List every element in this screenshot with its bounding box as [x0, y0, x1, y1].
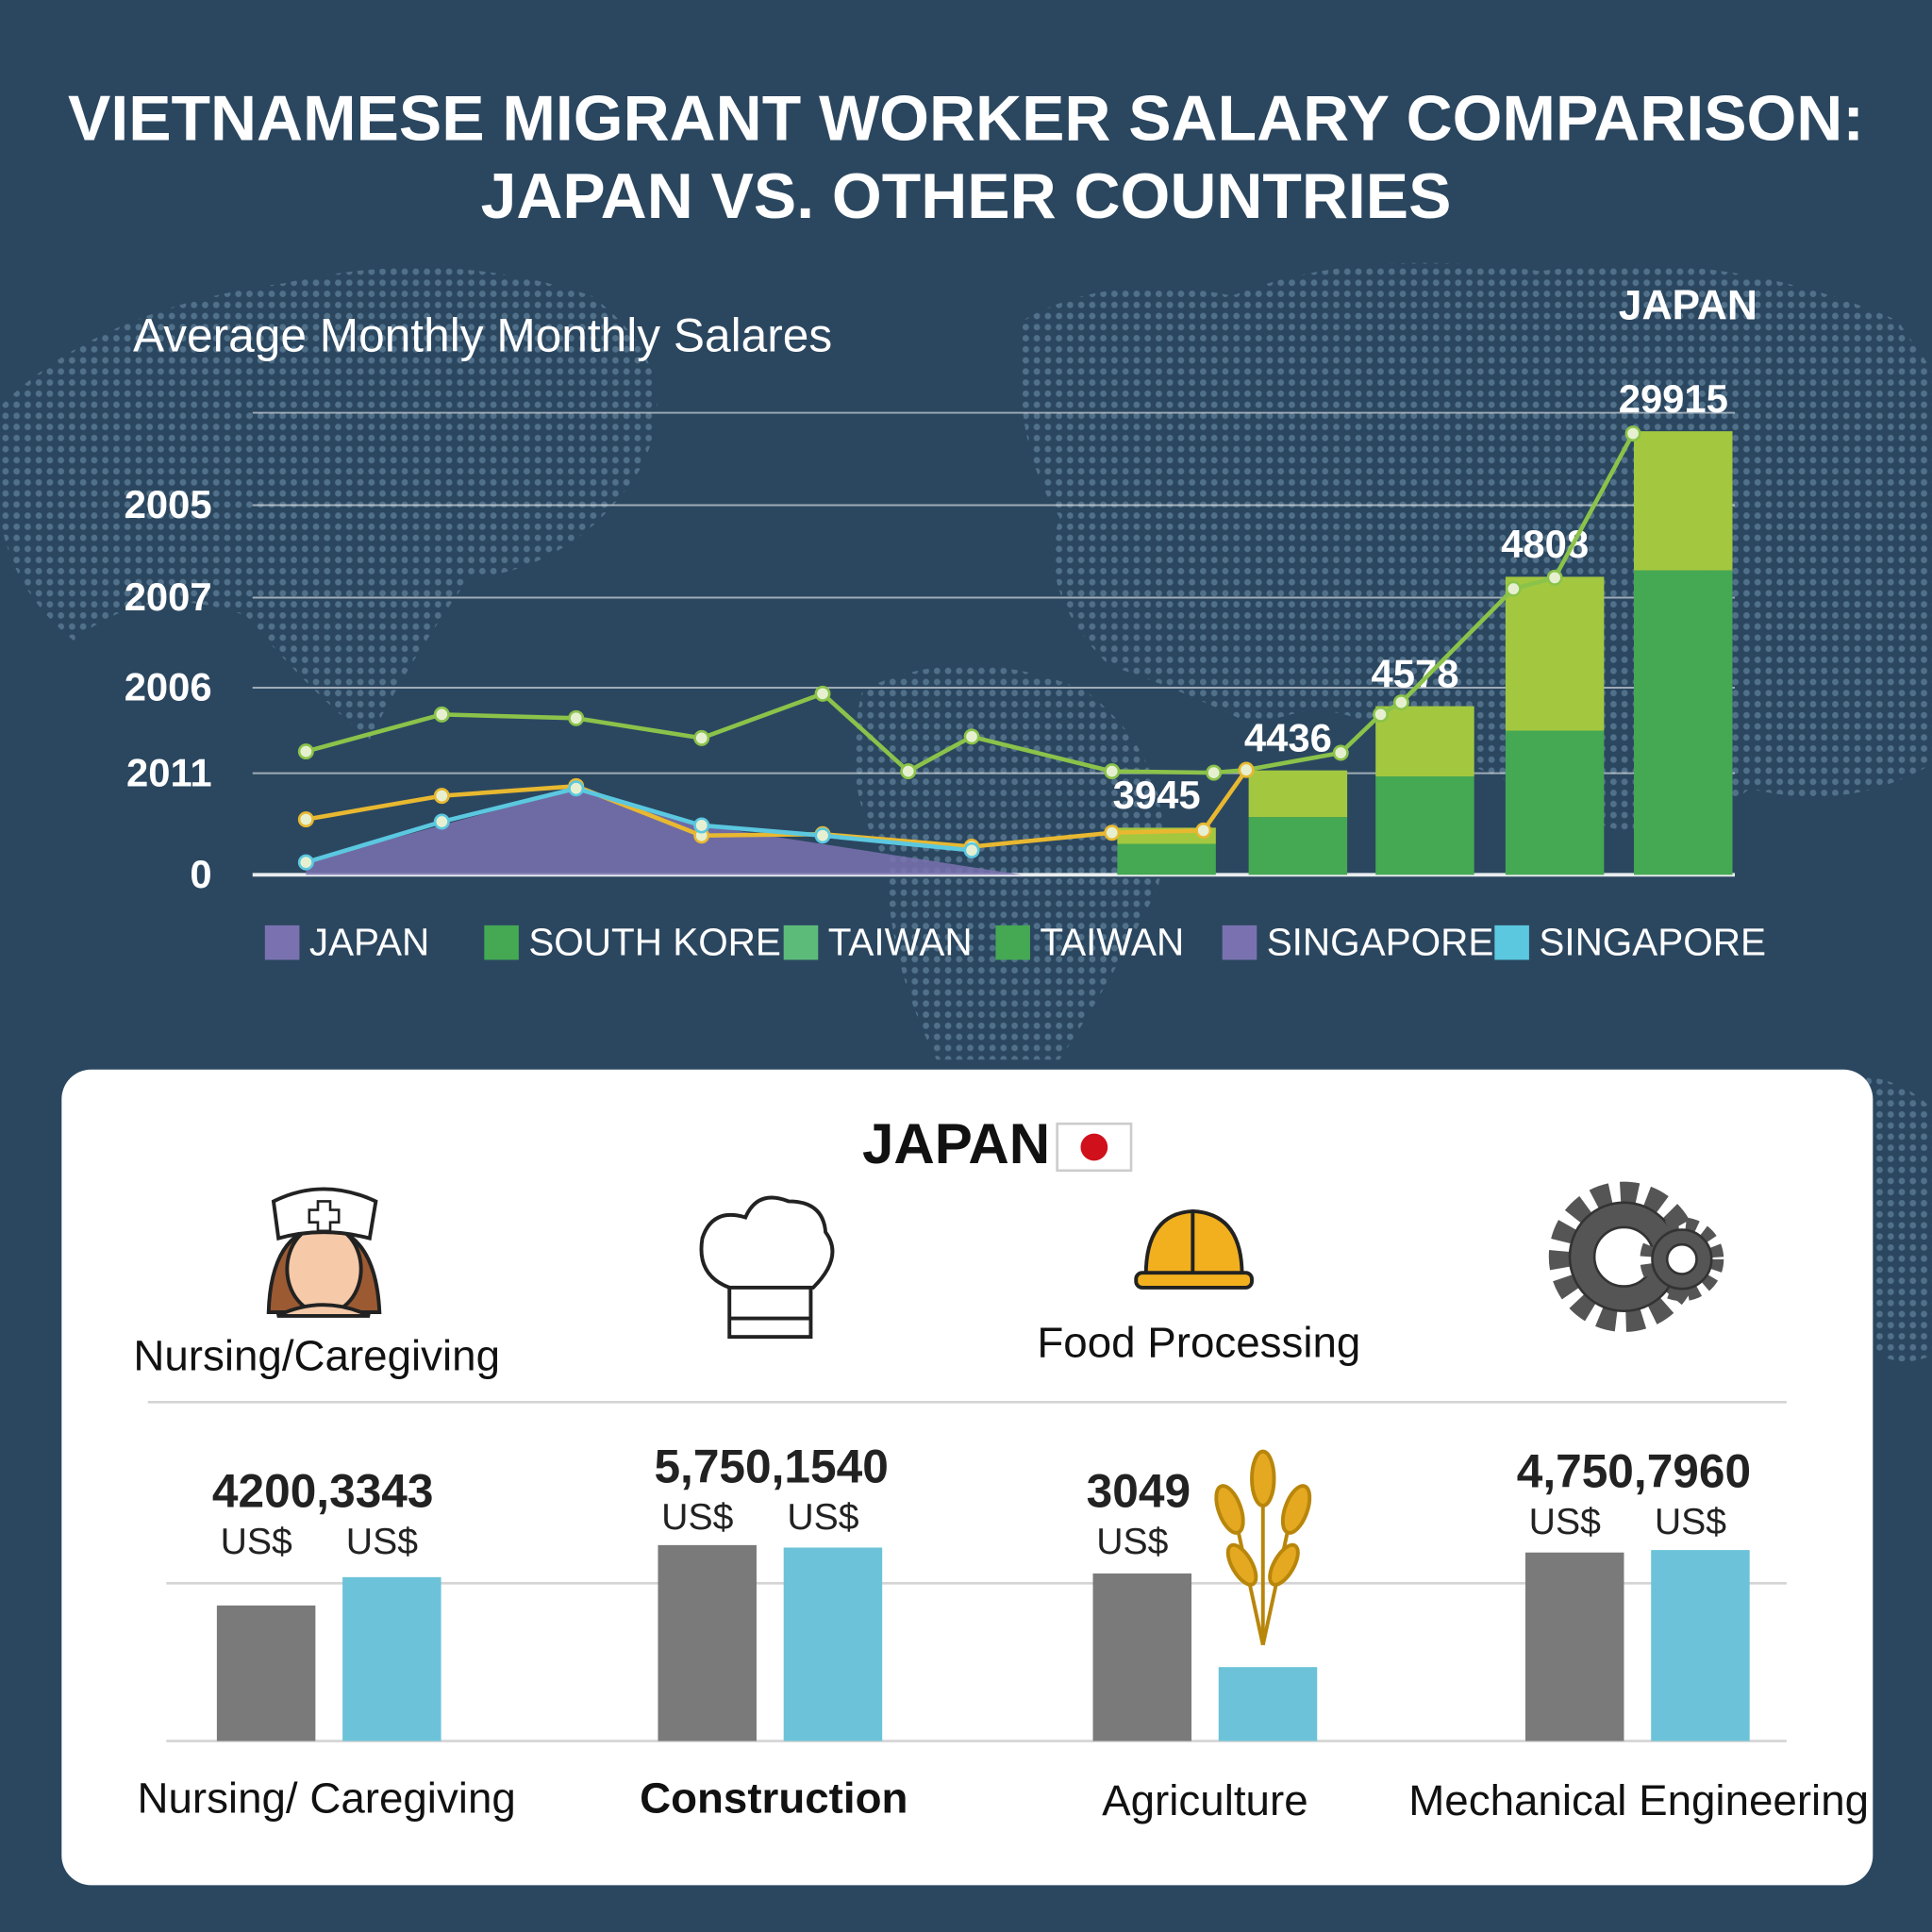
- unit-label: US$: [787, 1497, 858, 1538]
- line-point: [297, 854, 314, 871]
- bar: [658, 1544, 757, 1741]
- bar: [783, 1547, 883, 1741]
- line-point: [1238, 761, 1255, 778]
- line-point: [568, 709, 585, 726]
- line-point: [433, 706, 450, 723]
- legend-swatch: [1494, 924, 1529, 960]
- bar: [342, 1576, 441, 1741]
- legend-swatch: [995, 924, 1030, 960]
- chef-hat-icon: [699, 1195, 835, 1340]
- y-tick-label: 2007: [125, 575, 212, 619]
- line-point: [1624, 425, 1641, 442]
- line-point: [814, 827, 831, 844]
- line-point: [900, 763, 917, 780]
- legend-swatch: [1222, 924, 1257, 960]
- unit-label: US$: [221, 1522, 292, 1562]
- bar-segment: [1248, 770, 1348, 818]
- y-tick-label: 2011: [126, 750, 212, 794]
- legend-swatch: [783, 924, 819, 960]
- unit-label: US$: [1655, 1502, 1726, 1542]
- legend-label: SINGAPORE: [1539, 920, 1766, 963]
- legend-label: SOUTH KOREE: [528, 920, 807, 963]
- legend-label: TAIWAN: [1040, 920, 1184, 963]
- legend-label: SINGAPORE: [1267, 920, 1494, 963]
- line: [305, 786, 973, 865]
- unit-label: US$: [1096, 1522, 1168, 1562]
- bar: [216, 1605, 316, 1741]
- unit-label: US$: [1529, 1502, 1601, 1542]
- nurse-icon: [266, 1187, 382, 1318]
- bar: [1651, 1550, 1750, 1741]
- line-point: [963, 841, 980, 858]
- card-title: JAPAN: [862, 1112, 1050, 1175]
- line-point: [297, 743, 314, 760]
- gears-icon: [1548, 1181, 1724, 1332]
- line: [305, 432, 1636, 775]
- group-label: 4200,3343: [212, 1464, 434, 1517]
- line-point: [1392, 694, 1409, 711]
- unit-label: US$: [346, 1522, 418, 1562]
- bar-segment: [1634, 570, 1733, 875]
- bar: [1092, 1573, 1192, 1741]
- wheat-icon: [1214, 1449, 1312, 1646]
- bar-segment: [1505, 576, 1605, 731]
- line-point: [297, 811, 314, 828]
- card: [61, 1069, 1874, 1886]
- legend-swatch: [264, 924, 300, 960]
- category-label: Nursing/ Caregiving: [137, 1774, 515, 1823]
- line-point: [1195, 822, 1212, 839]
- bar-segment: [1634, 431, 1733, 571]
- flag-japan: [1056, 1122, 1133, 1173]
- icon-label: Nursing/Caregiving: [133, 1332, 500, 1380]
- group-label: 5,750,1540: [654, 1440, 888, 1492]
- line-point: [1372, 706, 1389, 723]
- chart-subtitle: Average Monthly Monthly Salares: [133, 308, 832, 361]
- hard-hat-icon: [1134, 1208, 1254, 1290]
- legend-swatch: [484, 924, 519, 960]
- line-point: [433, 813, 450, 830]
- bar-label: 29915: [1619, 376, 1728, 421]
- line-point: [433, 788, 450, 805]
- line-point: [1505, 580, 1522, 597]
- line-point: [1206, 764, 1223, 781]
- y-tick-label: 2006: [125, 665, 212, 709]
- bar: [1218, 1667, 1318, 1741]
- category-label: Agriculture: [1102, 1776, 1307, 1824]
- area: [306, 788, 1023, 875]
- legend-label: TAIWAN: [828, 920, 973, 963]
- category-label: Mechanical Engineering: [1408, 1776, 1869, 1824]
- annotation: JAPAN: [1619, 282, 1757, 328]
- category-label: Construction: [640, 1774, 908, 1823]
- group-label: 4,750,7960: [1517, 1445, 1751, 1498]
- line-point: [1104, 763, 1121, 780]
- bar-segment: [1375, 706, 1474, 777]
- line-point: [1104, 824, 1121, 841]
- legend-label: JAPAN: [309, 920, 429, 963]
- line-point: [568, 780, 585, 797]
- bar-segment: [1248, 817, 1348, 875]
- line-point: [1332, 744, 1349, 761]
- bar-segment: [1375, 776, 1474, 875]
- title-line: VIETNAMESE MIGRANT WORKER SALARY COMPARI…: [68, 84, 1864, 155]
- bar-label: 3945: [1113, 773, 1201, 817]
- icon-label: Food Processing: [1037, 1318, 1360, 1366]
- group-label: 3049: [1087, 1464, 1191, 1517]
- bar-segment: [1505, 730, 1605, 875]
- line-point: [814, 685, 831, 702]
- bar-segment: [1117, 843, 1216, 875]
- bar-label: 4808: [1501, 522, 1589, 566]
- unit-label: US$: [661, 1497, 733, 1538]
- y-tick-label: 2005: [125, 482, 212, 526]
- line-point: [693, 729, 710, 746]
- bar-label: 4436: [1244, 715, 1332, 759]
- bar: [1524, 1552, 1624, 1741]
- line-point: [693, 817, 710, 834]
- y-tick-label: 0: [190, 852, 211, 896]
- line-point: [963, 728, 980, 745]
- title-line: JAPAN VS. OTHER COUNTRIES: [481, 161, 1452, 232]
- line-point: [1546, 569, 1563, 586]
